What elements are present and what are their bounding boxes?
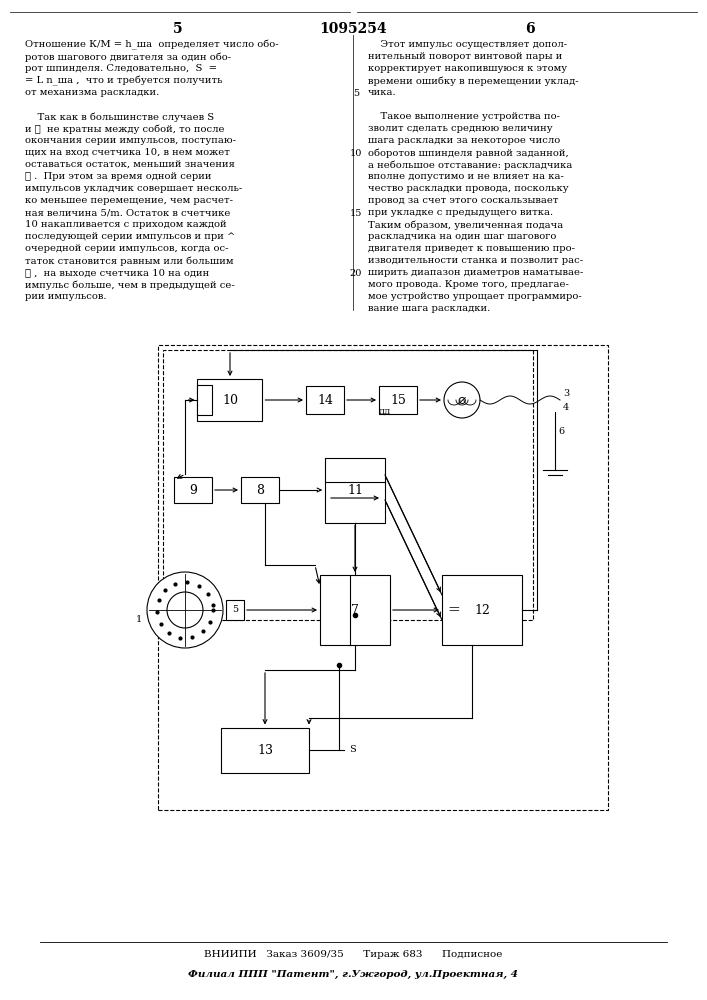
Text: 6: 6 [558,428,564,436]
Circle shape [444,382,480,418]
Text: раскладчика на один шаг шагового: раскладчика на один шаг шагового [368,232,556,241]
Text: от механизма раскладки.: от механизма раскладки. [25,88,159,97]
Bar [442,575,522,645]
Text: 8: 8 [256,484,264,496]
Text: рот шпинделя. Следовательно,  S  =: рот шпинделя. Следовательно, S = [25,64,217,73]
Text: рии импульсов.: рии импульсов. [25,292,107,301]
Text: 7: 7 [351,603,359,616]
Text: Отношение К/М = h_ша  определяет число обо-: Отношение К/М = h_ша определяет число об… [25,40,279,50]
Text: ДД: ДД [379,408,391,416]
Text: 5: 5 [232,605,238,614]
Text: ℓ .  При этом за время одной серии: ℓ . При этом за время одной серии [25,172,211,181]
Text: ротов шагового двигателя за один обо-: ротов шагового двигателя за один обо- [25,52,231,62]
Text: корректирует накопившуюся к этому: корректирует накопившуюся к этому [368,64,567,73]
Text: времени ошибку в перемещении уклад-: времени ошибку в перемещении уклад- [368,76,578,86]
Text: нительный поворот винтовой пары и: нительный поворот винтовой пары и [368,52,562,61]
Text: 1095254: 1095254 [320,22,387,36]
Text: 5: 5 [173,22,183,36]
Bar [241,477,279,503]
Text: чество раскладки провода, поскольку: чество раскладки провода, поскольку [368,184,568,193]
Text: ВНИИПИ   Заказ 3609/35      Тираж 683      Подписное: ВНИИПИ Заказ 3609/35 Тираж 683 Подписное [204,950,503,959]
Text: оставаться остаток, меньший значения: оставаться остаток, меньший значения [25,160,235,169]
Text: провод за счет этого соскальзывает: провод за счет этого соскальзывает [368,196,559,205]
Text: двигателя приведет к повышению про-: двигателя приведет к повышению про- [368,244,575,253]
Bar [226,600,244,620]
Text: Таким образом, увеличенная подача: Таким образом, увеличенная подача [368,220,563,230]
Text: мое устройство упрощает программиро-: мое устройство упрощает программиро- [368,292,582,301]
Text: ширить диапазон диаметров наматывае-: ширить диапазон диаметров наматывае- [368,268,583,277]
Text: Этот импульс осуществляет допол-: Этот импульс осуществляет допол- [368,40,567,49]
Bar [379,386,417,414]
Circle shape [167,592,203,628]
Bar [320,575,390,645]
Text: 20: 20 [350,269,362,278]
Text: ℓ ,  на выходе счетчика 10 на один: ℓ , на выходе счетчика 10 на один [25,268,209,277]
Text: 11: 11 [347,484,363,496]
Text: шага раскладки за некоторое число: шага раскладки за некоторое число [368,136,560,145]
Bar [197,385,213,415]
Bar [174,477,212,503]
Text: Филиал ППП "Патент", г.Ужгород, ул.Проектная, 4: Филиал ППП "Патент", г.Ужгород, ул.Проек… [189,970,518,979]
Text: =: = [447,603,460,617]
Text: 3: 3 [563,388,569,397]
Text: импульс больше, чем в предыдущей се-: импульс больше, чем в предыдущей се- [25,280,235,290]
Text: вполне допустимо и не влияет на ка-: вполне допустимо и не влияет на ка- [368,172,564,181]
Text: а небольшое отставание: раскладчика: а небольшое отставание: раскладчика [368,160,573,169]
Bar [158,345,608,810]
Circle shape [147,572,223,648]
Text: 4: 4 [563,403,569,412]
Text: оборотов шпинделя равной заданной,: оборотов шпинделя равной заданной, [368,148,568,157]
Text: 10 накапливается с приходом каждой: 10 накапливается с приходом каждой [25,220,227,229]
Text: 5: 5 [353,90,359,99]
Text: и ℓ  не кратны между собой, то после: и ℓ не кратны между собой, то после [25,124,225,133]
Bar [306,386,344,414]
Text: ⌀: ⌀ [458,393,466,407]
Text: Так как в большинстве случаев S: Так как в большинстве случаев S [25,112,214,121]
Text: 10: 10 [350,149,362,158]
Text: чика.: чика. [368,88,397,97]
Text: последующей серии импульсов и при ^: последующей серии импульсов и при ^ [25,232,235,241]
Text: окончания серии импульсов, поступаю-: окончания серии импульсов, поступаю- [25,136,236,145]
Bar [197,379,262,421]
Bar [325,458,385,522]
Text: = L n_ша ,  что и требуется получить: = L n_ша , что и требуется получить [25,76,223,86]
Text: 14: 14 [317,393,333,406]
Text: 6: 6 [525,22,534,36]
Text: Такое выполнение устройства по-: Такое выполнение устройства по- [368,112,560,121]
Text: изводительности станка и позволит рас-: изводительности станка и позволит рас- [368,256,583,265]
Text: 13: 13 [257,744,273,756]
Text: вание шага раскладки.: вание шага раскладки. [368,304,490,313]
Text: при укладке с предыдущего витка.: при укладке с предыдущего витка. [368,208,553,217]
Text: 15: 15 [390,393,406,406]
Text: щих на вход счетчика 10, в нем может: щих на вход счетчика 10, в нем может [25,148,230,157]
Text: 12: 12 [474,603,490,616]
Text: 15: 15 [350,210,362,219]
Text: таток становится равным или большим: таток становится равным или большим [25,256,233,265]
Text: мого провода. Кроме того, предлагае-: мого провода. Кроме того, предлагае- [368,280,569,289]
Text: 1: 1 [136,615,142,624]
Text: ко меньшее перемещение, чем расчет-: ко меньшее перемещение, чем расчет- [25,196,233,205]
Text: S: S [349,746,356,754]
Text: импульсов укладчик совершает несколь-: импульсов укладчик совершает несколь- [25,184,243,193]
Text: 9: 9 [189,484,197,496]
Bar [163,350,533,620]
Text: ная величина 5/m. Остаток в счетчике: ная величина 5/m. Остаток в счетчике [25,208,230,217]
Text: 10: 10 [222,393,238,406]
Bar [221,728,309,772]
Text: очередной серии импульсов, когда ос-: очередной серии импульсов, когда ос- [25,244,228,253]
Text: зволит сделать среднюю величину: зволит сделать среднюю величину [368,124,553,133]
